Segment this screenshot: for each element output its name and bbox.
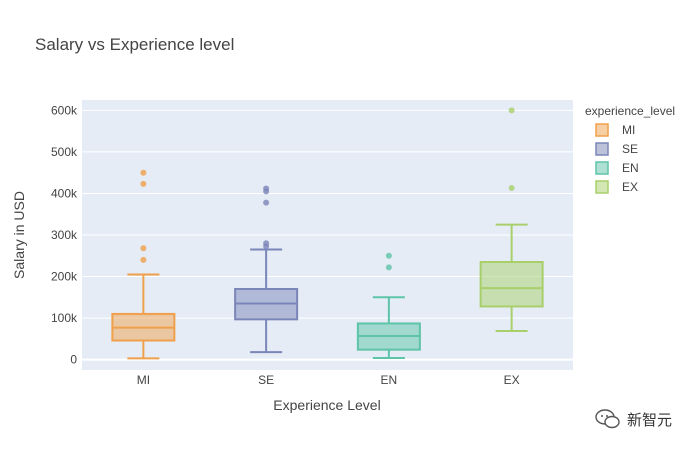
- outlier-point: [508, 107, 515, 114]
- outlier-point: [140, 245, 147, 252]
- legend-label: MI: [622, 123, 635, 137]
- legend-item-ex: EX: [595, 180, 638, 194]
- wechat-icon: [595, 409, 620, 429]
- outlier-point: [140, 180, 147, 187]
- y-tick-label: 400k: [51, 186, 78, 200]
- watermark-text: 新智元: [627, 410, 673, 429]
- x-axis-title: Experience Level: [273, 397, 380, 413]
- outlier-point: [140, 169, 147, 176]
- legend-swatch: [595, 161, 609, 175]
- outlier-point: [263, 240, 270, 247]
- y-tick-labels: 0 100k 200k 300k 400k 500k 600k: [51, 103, 78, 366]
- outlier-point: [263, 185, 270, 192]
- legend-title: experience_level: [585, 104, 675, 118]
- box-mi: [111, 169, 176, 360]
- box-ex: [479, 107, 544, 332]
- legend-swatch: [595, 180, 609, 194]
- y-tick-label: 600k: [51, 103, 78, 117]
- watermark: 新智元: [595, 408, 672, 430]
- iqr-box: [479, 261, 544, 308]
- chart-title: Salary vs Experience level: [35, 35, 234, 54]
- x-tick-label: EX: [504, 373, 520, 387]
- y-tick-label: 0: [70, 353, 77, 367]
- x-tick-label: EN: [381, 373, 398, 387]
- x-tick-label: SE: [258, 373, 274, 387]
- outlier-point: [508, 185, 515, 192]
- y-axis-title: Salary in USD: [11, 191, 27, 279]
- y-tick-label: 300k: [51, 228, 78, 242]
- outlier-point: [385, 252, 392, 259]
- legend-label: EN: [622, 161, 639, 175]
- y-tick-label: 200k: [51, 270, 78, 284]
- box-se: [234, 185, 299, 354]
- x-tick-labels: MI SE EN EX: [137, 373, 520, 387]
- legend-swatch: [595, 123, 609, 137]
- y-tick-label: 500k: [51, 145, 78, 159]
- box-en: [356, 252, 421, 359]
- legend-label: SE: [622, 142, 638, 156]
- box-series: [111, 107, 544, 360]
- legend-item-se: SE: [595, 142, 638, 156]
- legend-swatch: [595, 142, 609, 156]
- legend: experience_level MI SE EN EX: [585, 104, 675, 194]
- x-tick-label: MI: [137, 373, 150, 387]
- outlier-point: [263, 199, 270, 206]
- outlier-point: [385, 264, 392, 271]
- legend-label: EX: [622, 180, 638, 194]
- outlier-point: [140, 256, 147, 263]
- y-tick-label: 100k: [51, 311, 78, 325]
- legend-item-en: EN: [595, 161, 639, 175]
- legend-item-mi: MI: [595, 123, 635, 137]
